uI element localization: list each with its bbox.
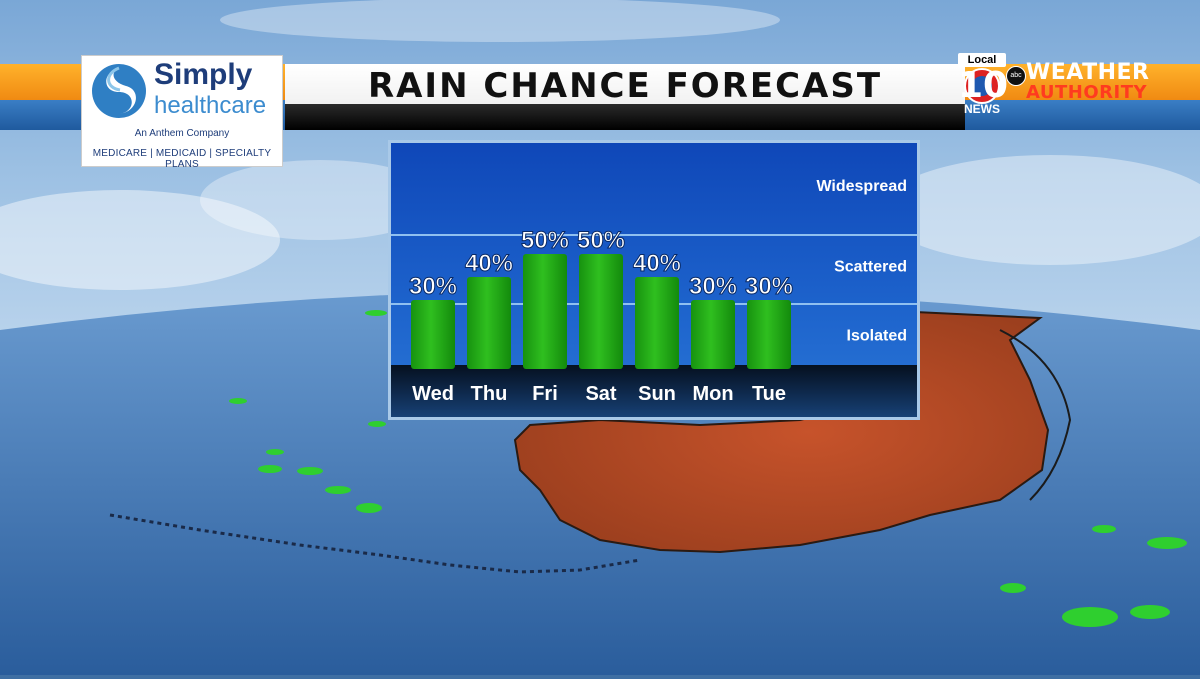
bar-fri [523,254,567,369]
band-label-scattered: Scattered [834,259,907,276]
station-local-label: Local [958,53,1006,67]
day-label-thu: Thu [471,383,508,405]
data-label-thu: 40% [465,250,513,277]
data-label-sat: 50% [577,227,625,254]
station-ten-badge [964,68,1000,104]
day-label-tue: Tue [752,383,786,405]
sponsor-name-sub: healthcare [154,92,267,119]
chart-label-strip [391,365,917,417]
sponsor-tagline: An Anthem Company [134,128,230,139]
sponsor-name: Simply [154,58,253,91]
bar-sun [635,277,679,369]
station-logo: Local 10 NEWS abc WEATHER AUTHORITY [958,52,1158,132]
weather-brand-line1: WEATHER [1026,60,1150,85]
page-title: RAIN CHANCE FORECAST [367,66,883,106]
bar-wed [411,300,455,369]
day-label-sat: Sat [585,383,616,405]
title-dark-strip [285,104,965,130]
weather-brand-line2: AUTHORITY [1026,82,1148,103]
sponsor-logo-box: Simply healthcare An Anthem Company MEDI… [81,55,283,170]
bar-tue [747,300,791,369]
bar-sat [579,254,623,369]
header-bar: RAIN CHANCE FORECAST [0,64,1200,130]
day-label-fri: Fri [532,383,558,405]
station-number: 10 [958,65,1009,106]
data-label-mon: 30% [689,273,737,300]
title-plate: RAIN CHANCE FORECAST [285,64,965,130]
sponsor-plans: MEDICARE | MEDICAID | SPECIALTY PLANS [92,148,272,170]
data-label-tue: 30% [745,273,793,300]
rain-chance-chart-panel: Isolated Scattered Widespread 30% Wed 40% Thu 5… [388,140,920,420]
data-label-sun: 40% [633,250,681,277]
rain-chance-chart: Isolated Scattered Widespread 30% Wed 40% Thu 5… [391,178,917,405]
data-label-wed: 30% [409,273,457,300]
data-label-fri: 50% [521,227,569,254]
day-label-mon: Mon [692,383,733,405]
bar-thu [467,277,511,369]
network-abc-icon: abc [1006,66,1026,86]
swirl-icon [92,64,146,118]
day-label-sun: Sun [638,383,676,405]
band-label-widespread: Widespread [816,178,907,195]
bar-mon [691,300,735,369]
band-label-isolated: Isolated [847,328,907,345]
station-news-label: NEWS [964,102,1000,116]
day-label-wed: Wed [412,383,454,405]
